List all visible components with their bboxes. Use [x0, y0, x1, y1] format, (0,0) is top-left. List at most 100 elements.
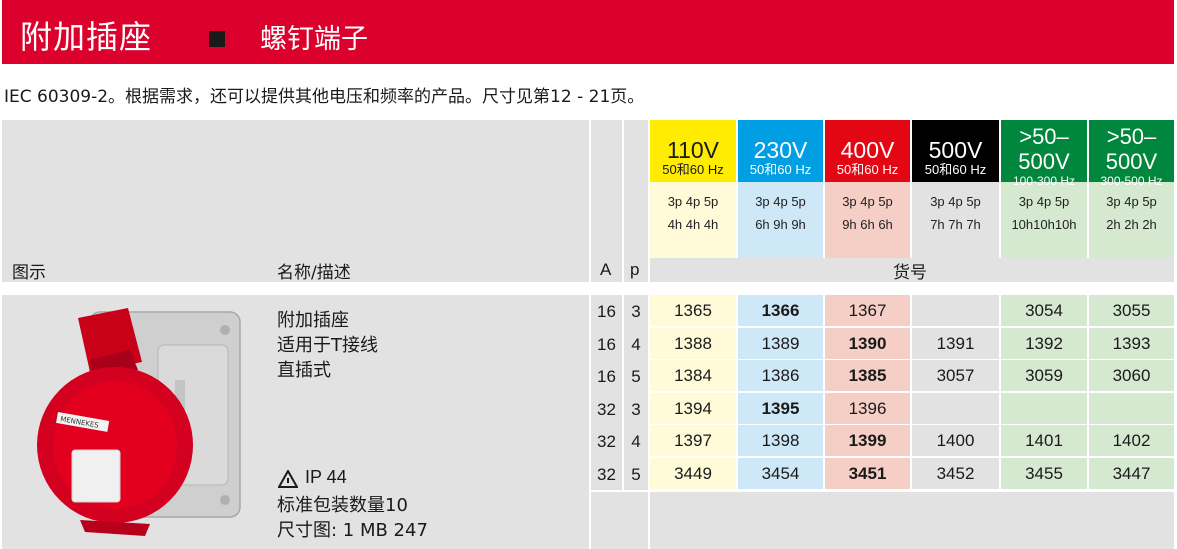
voltage-header-4: >50– 500V 100-300 Hz 3p 4p 5p 10h10h10h [1001, 120, 1087, 258]
pole-codes: 3p 4p 5p [1106, 194, 1157, 209]
order-number-cell: 1397 [650, 425, 736, 456]
order-number-cell: 1366 [738, 295, 823, 326]
pole-code-block: 3p 4p 5p 4h 4h 4h [650, 182, 736, 258]
pole-value: 4 [631, 334, 641, 354]
amp-value: 32 [597, 464, 616, 484]
order-number-cell: 1396 [825, 392, 910, 424]
order-number-cell: 1390 [825, 327, 910, 359]
a-p-empty [591, 492, 648, 549]
order-number-cell: 3057 [912, 360, 999, 391]
col-header-name: 名称/描述 [277, 263, 351, 283]
label-row-left [2, 258, 589, 282]
order-number-cell: 3054 [1001, 295, 1087, 326]
order-number-cell: 3059 [1001, 360, 1087, 391]
voltage-header-2: 400V 50和60 Hz 3p 4p 5p 9h 6h 6h [825, 120, 910, 258]
voltage-color-block: >50– 500V 100-300 Hz [1001, 120, 1087, 188]
pole-value: 5 [631, 464, 641, 484]
hour-codes: 9h 6h 6h [842, 217, 893, 232]
order-number-cell: 3452 [912, 457, 999, 489]
product-name-3: 直插式 [277, 360, 331, 381]
header-block-p [624, 120, 648, 258]
order-number-cell [912, 295, 999, 326]
page-title: 附加插座 [20, 18, 153, 56]
product-name-2: 适用于T接线 [277, 335, 378, 356]
order-number-cell: 1393 [1089, 327, 1174, 359]
amp-value: 32 [597, 399, 616, 419]
product-name-1: 附加插座 [277, 310, 349, 331]
col-header-image: 图示 [12, 263, 46, 283]
voltage-header-5: >50– 500V 300-500 Hz 3p 4p 5p 2h 2h 2h [1089, 120, 1174, 258]
order-number-cell: 3449 [650, 457, 736, 489]
frequency-label: 50和60 Hz [662, 162, 724, 177]
voltage-label: >50– [1019, 124, 1069, 149]
order-number-cell: 1365 [650, 295, 736, 326]
frequency-label: 300-500 Hz [1100, 174, 1163, 188]
order-number-cell: 3447 [1089, 457, 1174, 489]
ip-rating: IP 44 [305, 467, 347, 487]
order-number-cell: 1385 [825, 360, 910, 391]
order-number-cell: 3055 [1089, 295, 1174, 326]
voltage-color-block: 400V 50和60 Hz [825, 120, 910, 182]
hour-codes: 10h10h10h [1011, 217, 1077, 232]
col-header-p: p [630, 260, 640, 279]
order-number-cell [1089, 392, 1174, 424]
hour-codes: 2h 2h 2h [1106, 217, 1157, 232]
order-number-cell: 1392 [1001, 327, 1087, 359]
frequency-label: 100-300 Hz [1012, 174, 1076, 188]
order-number-cell: 1398 [738, 425, 823, 456]
pole-code-block: 3p 4p 5p 6h 9h 9h [738, 182, 823, 258]
dimension-ref: 尺寸图: 1 MB 247 [277, 520, 428, 541]
order-number-cell: 1399 [825, 425, 910, 456]
order-number-cell: 1386 [738, 360, 823, 391]
voltage-header-1: 230V 50和60 Hz 3p 4p 5p 6h 9h 9h [738, 120, 823, 258]
pole-code-block: 3p 4p 5p 2h 2h 2h [1089, 182, 1174, 258]
hour-codes: 4h 4h 4h [667, 217, 719, 232]
a-column [591, 295, 622, 490]
order-number-cell: 3060 [1089, 360, 1174, 391]
socket-product-image: MENNEKES [37, 308, 241, 536]
pack-quantity: 标准包装数量10 [277, 495, 408, 516]
voltage-label: 500V [1018, 149, 1070, 174]
square-bullet-icon [209, 31, 225, 47]
voltage-label: 110V [666, 137, 719, 163]
pole-codes: 3p 4p 5p [842, 194, 893, 209]
voltage-color-block: 230V 50和60 Hz [738, 120, 823, 182]
pole-value: 4 [631, 432, 641, 451]
pole-codes: 3p 4p 5p [755, 194, 806, 209]
voltage-header-0: 110V 50和60 Hz 3p 4p 5p 4h 4h 4h [650, 120, 736, 258]
order-number-cell [912, 392, 999, 424]
label-row-p [624, 258, 648, 282]
page-subtitle: 螺钉端子 [260, 24, 368, 55]
warning-triangle-icon [278, 470, 298, 488]
pole-code-block: 3p 4p 5p 7h 7h 7h [912, 182, 999, 258]
order-number-cell: 1388 [650, 327, 736, 359]
pole-codes: 3p 4p 5p [667, 194, 719, 209]
pole-codes: 3p 4p 5p [1018, 194, 1070, 209]
order-number-cell: 1389 [738, 327, 823, 359]
frequency-label: 50和60 Hz [836, 162, 899, 177]
voltage-label: 500V [1105, 149, 1158, 174]
amp-value: 32 [597, 432, 616, 451]
order-number-cell: 1395 [738, 392, 823, 424]
order-number-cell: 1384 [650, 360, 736, 391]
intro-text: IEC 60309-2。根据需求，还可以提供其他电压和频率的产品。尺寸见第12 … [4, 87, 645, 107]
frequency-label: 50和60 Hz [924, 162, 987, 177]
pole-value: 3 [631, 302, 641, 321]
order-number-cell: 3451 [825, 457, 910, 489]
p-column [624, 295, 648, 490]
voltage-header-3: 500V 50和60 Hz 3p 4p 5p 7h 7h 7h [912, 120, 999, 258]
voltage-color-block: 500V 50和60 Hz [912, 120, 999, 182]
header-block-left [2, 120, 589, 258]
order-number-cell: 3455 [1001, 457, 1087, 489]
order-number-cell [1001, 392, 1087, 424]
voltage-label: 500V [928, 137, 983, 163]
order-number-cell: 1400 [912, 425, 999, 456]
order-number-cell: 1391 [912, 327, 999, 359]
order-number-cell: 1394 [650, 392, 736, 424]
pole-value: 3 [631, 399, 641, 419]
order-number-cell: 1367 [825, 295, 910, 326]
order-empty [650, 492, 1174, 549]
voltage-color-block: 110V 50和60 Hz [650, 120, 736, 182]
col-header-a: A [600, 260, 612, 279]
frequency-label: 50和60 Hz [749, 162, 812, 177]
